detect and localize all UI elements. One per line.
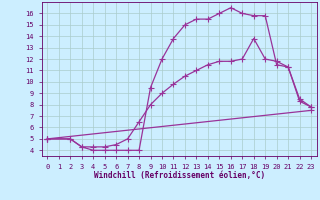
X-axis label: Windchill (Refroidissement éolien,°C): Windchill (Refroidissement éolien,°C): [94, 171, 265, 180]
